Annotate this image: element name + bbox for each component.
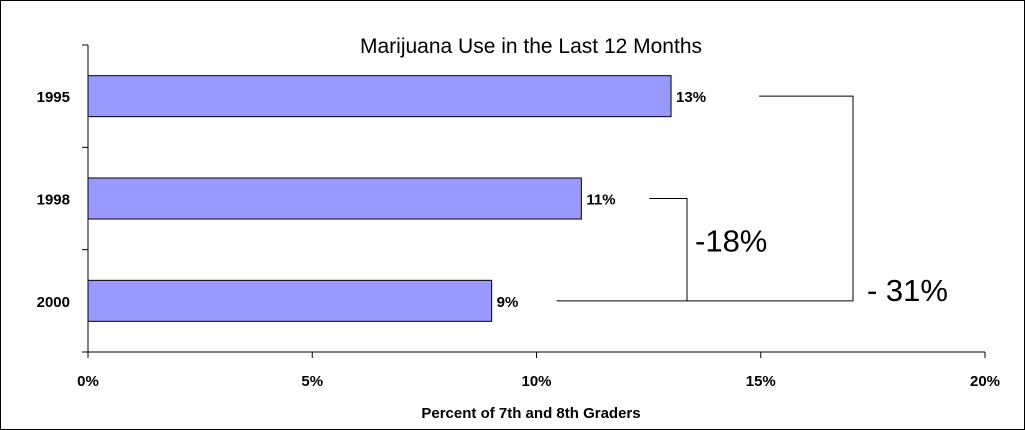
x-tick-label: 0% <box>77 373 99 390</box>
data-label: 11% <box>586 192 615 209</box>
data-label: 13% <box>676 89 706 106</box>
x-tick-label: 10% <box>521 373 551 390</box>
category-label: 2000 <box>37 294 70 311</box>
x-tick-label: 5% <box>301 373 323 390</box>
data-label: 9% <box>497 294 519 311</box>
bracket-line <box>556 198 688 302</box>
x-tick-label: 15% <box>746 373 776 390</box>
bracket-line <box>687 95 854 302</box>
change-annotation: - 31% <box>867 273 948 308</box>
x-axis-label: Percent of 7th and 8th Graders <box>421 405 640 422</box>
chart-title: Marijuana Use in the Last 12 Months <box>360 35 702 58</box>
category-label: 1998 <box>37 192 70 209</box>
change-annotation: -18% <box>695 224 767 259</box>
bar <box>87 279 493 322</box>
bar <box>87 75 672 118</box>
bar <box>87 177 582 220</box>
category-label: 1995 <box>37 89 70 106</box>
plot-area: 0% 5% 10% 15% 20% 1995 13% 1998 11% 2000 9% -18% - 3… <box>37 44 1000 390</box>
x-tick-label: 20% <box>970 373 1000 390</box>
